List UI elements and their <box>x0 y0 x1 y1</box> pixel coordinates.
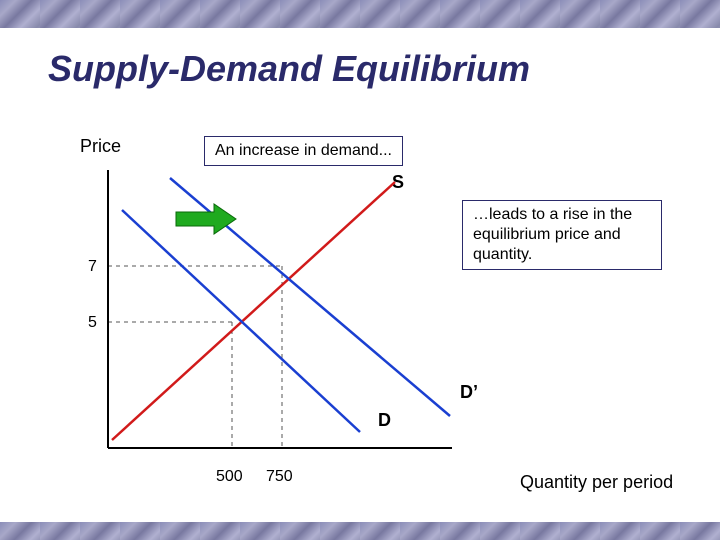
chart-svg <box>0 0 720 540</box>
supply-curve <box>112 182 395 440</box>
